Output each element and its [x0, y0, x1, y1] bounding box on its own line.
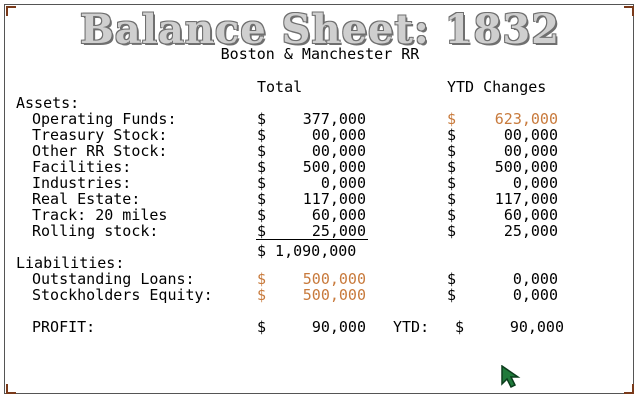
- corner-ornament-top-left: [6, 6, 18, 18]
- assets-total: $ 1,090,000: [257, 242, 357, 260]
- currency-sign: $: [447, 286, 457, 304]
- currency-sign: $: [257, 190, 267, 208]
- total-value: 0,000: [320, 174, 366, 192]
- company-name: Boston & Manchester RR: [220, 45, 420, 63]
- row-label: Industries:: [32, 174, 132, 192]
- total-value: 00,000: [311, 142, 366, 160]
- currency-sign: $: [257, 158, 267, 176]
- total-value: 500,000: [302, 286, 366, 304]
- profit-ytd-label: YTD:: [393, 318, 430, 336]
- currency-sign: $: [455, 318, 465, 336]
- ytd-value: 25,000: [503, 222, 558, 240]
- profit-total: 90,000: [311, 318, 366, 336]
- page-title: Balance Sheet: 1832: [79, 6, 560, 53]
- currency-sign: $: [257, 142, 267, 160]
- currency-sign: $: [447, 222, 457, 240]
- corner-ornament-bottom-left: [6, 382, 18, 394]
- currency-sign: $: [447, 158, 457, 176]
- total-value: 500,000: [302, 158, 366, 176]
- currency-sign: $: [447, 206, 457, 224]
- row-label: Real Estate:: [32, 190, 141, 208]
- ytd-value: 00,000: [503, 126, 558, 144]
- ytd-value: 00,000: [503, 142, 558, 160]
- total-value: 60,000: [311, 206, 366, 224]
- currency-sign: $: [257, 222, 267, 240]
- row-label: Track: 20 miles: [32, 206, 168, 224]
- ytd-value: 0,000: [512, 174, 558, 192]
- column-header-ytd: YTD Changes: [447, 78, 547, 96]
- row-label: Outstanding Loans:: [32, 270, 195, 288]
- currency-sign: $: [447, 270, 457, 288]
- profit-ytd-value: 90,000: [509, 318, 564, 336]
- currency-sign: $: [257, 318, 267, 336]
- currency-sign: $: [447, 190, 457, 208]
- profit-label: PROFIT:: [32, 318, 96, 336]
- total-value: 377,000: [302, 110, 366, 128]
- total-value: 00,000: [311, 126, 366, 144]
- total-value: 500,000: [302, 270, 366, 288]
- row-label: Operating Funds:: [32, 110, 177, 128]
- total-value: 25,000: [311, 222, 366, 240]
- assets-heading: Assets:: [16, 94, 80, 112]
- mouse-cursor-icon: [501, 365, 521, 389]
- liabilities-heading: Liabilities:: [16, 254, 125, 272]
- currency-sign: $: [257, 174, 267, 192]
- total-underline: [256, 239, 368, 240]
- currency-sign: $: [447, 126, 457, 144]
- corner-ornament-bottom-right: [622, 382, 634, 394]
- currency-sign: $: [257, 206, 267, 224]
- row-label: Treasury Stock:: [32, 126, 168, 144]
- ytd-value: 117,000: [494, 190, 558, 208]
- ytd-value: 500,000: [494, 158, 558, 176]
- ytd-value: 0,000: [512, 286, 558, 304]
- corner-ornament-top-right: [622, 6, 634, 18]
- ytd-value: 60,000: [503, 206, 558, 224]
- total-value: 117,000: [302, 190, 366, 208]
- row-label: Stockholders Equity:: [32, 286, 213, 304]
- currency-sign: $: [447, 174, 457, 192]
- currency-sign: $: [257, 286, 267, 304]
- currency-sign: $: [447, 110, 457, 128]
- ytd-value: 623,000: [494, 110, 558, 128]
- currency-sign: $: [447, 142, 457, 160]
- window-frame: [4, 4, 634, 394]
- currency-sign: $: [257, 110, 267, 128]
- ytd-value: 0,000: [512, 270, 558, 288]
- column-header-total: Total: [257, 78, 303, 96]
- currency-sign: $: [257, 270, 267, 288]
- currency-sign: $: [257, 126, 267, 144]
- row-label: Rolling stock:: [32, 222, 159, 240]
- row-label: Other RR Stock:: [32, 142, 168, 160]
- row-label: Facilities:: [32, 158, 132, 176]
